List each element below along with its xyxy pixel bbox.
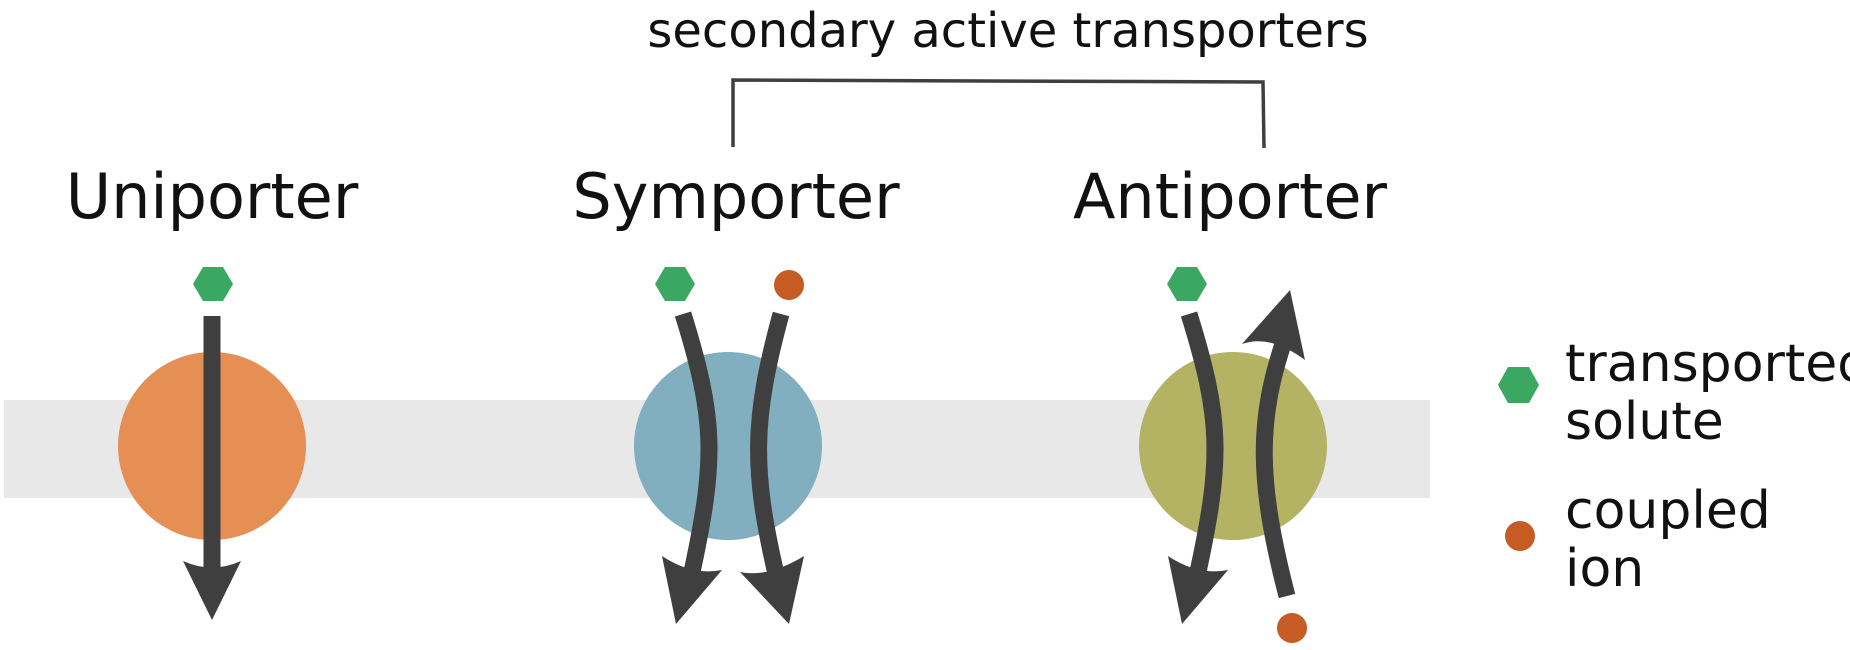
antiporter-solute-arrow-head bbox=[1168, 556, 1228, 624]
legend-solute-label-line1: transported bbox=[1565, 334, 1850, 394]
uniporter-solute-icon bbox=[193, 267, 233, 301]
antiporter-ion-icon bbox=[1277, 613, 1307, 643]
symporter-solute-icon bbox=[655, 267, 695, 301]
legend-ion-label-line2: ion bbox=[1565, 539, 1644, 599]
symporter-protein bbox=[634, 352, 822, 540]
symporter-ion-arrow-shaft bbox=[750, 311, 790, 576]
secondary-bracket bbox=[731, 78, 1266, 149]
antiporter-title: Antiporter bbox=[1073, 160, 1387, 233]
symporter-ion-icon bbox=[774, 270, 804, 300]
uniporter-group: Uniporter bbox=[66, 160, 359, 620]
legend-ion-label: coupled ion bbox=[1565, 481, 1787, 599]
symporter-solute-arrow-shaft bbox=[674, 311, 718, 574]
antiporter-solute-arrow-shaft bbox=[1180, 311, 1224, 574]
legend: transported solute coupled ion bbox=[1498, 334, 1850, 599]
antiporter-ion-arrow-head bbox=[1242, 290, 1305, 360]
antiporter-protein bbox=[1139, 352, 1327, 540]
legend-solute-label-line2: solute bbox=[1565, 392, 1724, 452]
legend-solute-icon bbox=[1498, 367, 1539, 403]
symporter-title: Symporter bbox=[572, 160, 900, 233]
symporter-group: Symporter bbox=[572, 160, 900, 624]
symporter-solute-arrow-head bbox=[662, 556, 722, 624]
legend-ion-icon bbox=[1505, 521, 1535, 551]
symporter-ion-arrow-head bbox=[740, 556, 804, 624]
antiporter-ion-arrow-shaft bbox=[1255, 335, 1296, 599]
uniporter-inward-arrow-head bbox=[183, 561, 241, 620]
secondary-active-transporters-label: secondary active transporters bbox=[647, 3, 1368, 59]
legend-ion-label-line1: coupled bbox=[1565, 481, 1771, 541]
antiporter-solute-icon bbox=[1167, 267, 1207, 301]
antiporter-group: Antiporter bbox=[1073, 160, 1387, 643]
legend-solute-label: transported solute bbox=[1565, 334, 1850, 452]
uniporter-title: Uniporter bbox=[66, 160, 359, 233]
